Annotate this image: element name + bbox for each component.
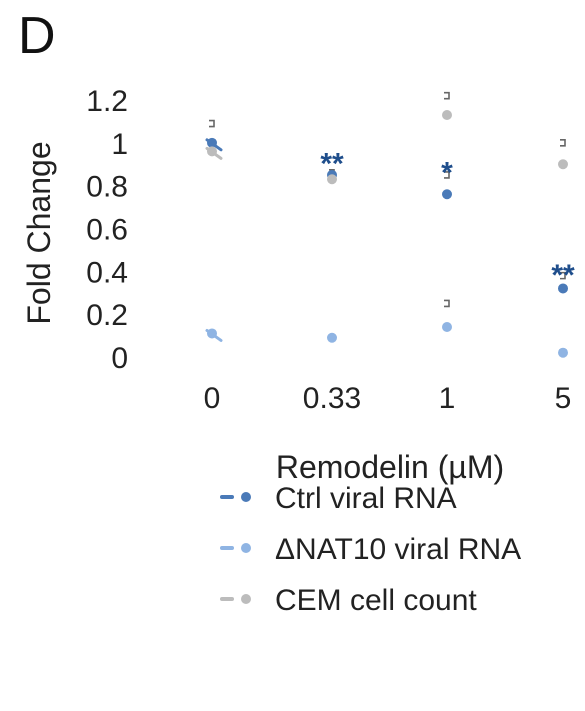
data-point <box>327 332 337 343</box>
y-tick-label: 1.2 <box>86 85 128 118</box>
y-tick-label: 0.4 <box>86 256 128 289</box>
data-point <box>442 189 452 200</box>
legend-label: Ctrl viral RNA <box>275 482 457 515</box>
significance-markers: ** *** <box>320 148 575 292</box>
error-bar-cap <box>560 271 566 280</box>
x-tick-label: 1 <box>439 382 456 415</box>
series-line-segment <box>205 138 223 152</box>
series-line-segment <box>205 328 223 342</box>
x-tick-label: 0.33 <box>303 382 361 415</box>
legend: Ctrl viral RNA ΔNAT10 viral RNA CEM cell c… <box>220 482 521 617</box>
error-bar-cap <box>444 299 450 308</box>
significance-marker: * <box>441 156 453 189</box>
legend-label: ΔNAT10 viral RNA <box>275 533 521 566</box>
series-line-segment <box>205 146 223 160</box>
y-tick-label: 0.6 <box>86 214 128 247</box>
legend-dot-marker <box>241 543 251 553</box>
significance-marker: ** <box>320 148 344 181</box>
error-bar-cap <box>444 171 450 179</box>
legend-dot-marker <box>241 594 251 604</box>
data-point <box>558 159 568 170</box>
error-bars <box>209 91 566 357</box>
y-tick-label: 0.2 <box>86 299 128 332</box>
y-tick-label: 1 <box>111 128 128 161</box>
error-bar-cap <box>444 91 450 100</box>
data-point <box>442 322 452 333</box>
y-tick-label: 0.8 <box>86 171 128 204</box>
data-point <box>558 283 568 294</box>
data-point <box>327 174 337 185</box>
significance-marker: ** <box>551 259 575 292</box>
x-tick-label: 5 <box>555 382 572 415</box>
error-bar-cap <box>560 139 566 147</box>
y-axis-title: Fold Change <box>21 141 57 324</box>
y-tick-label: 0 <box>111 342 128 375</box>
data-point <box>442 109 452 120</box>
legend-dot-marker <box>241 492 251 502</box>
error-bar-cap <box>209 119 215 128</box>
data-points <box>205 109 568 358</box>
x-axis-title: Remodelin (µM) <box>276 449 504 485</box>
x-tick-labels: 0 0.33 1 5 <box>204 382 572 415</box>
y-tick-labels: 0 0.2 0.4 0.6 0.8 1 1.2 <box>86 85 128 375</box>
x-tick-label: 0 <box>204 382 221 415</box>
legend-label: CEM cell count <box>275 584 477 617</box>
data-point <box>558 347 568 358</box>
panel-label: D <box>18 7 56 65</box>
